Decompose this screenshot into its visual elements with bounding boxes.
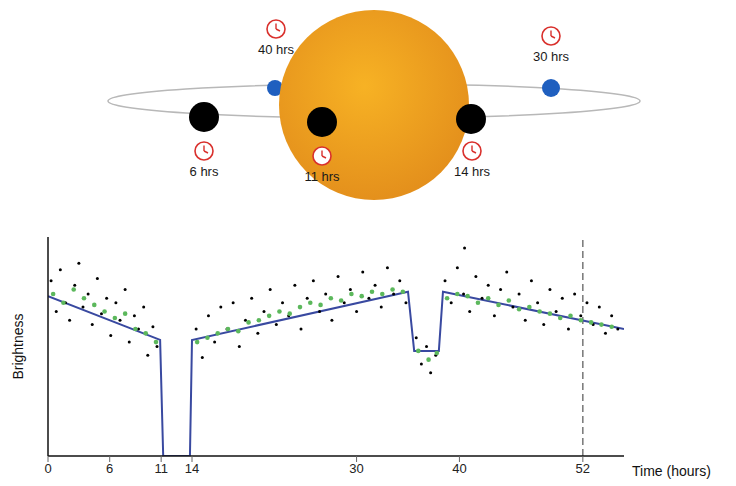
svg-text:0: 0 bbox=[44, 461, 51, 476]
svg-text:11: 11 bbox=[154, 461, 168, 476]
svg-text:Brightness: Brightness bbox=[10, 313, 26, 379]
svg-text:30: 30 bbox=[349, 461, 363, 476]
svg-text:40: 40 bbox=[452, 461, 466, 476]
svg-text:6: 6 bbox=[106, 461, 113, 476]
svg-text:11 hrs: 11 hrs bbox=[304, 169, 340, 184]
svg-text:30 hrs: 30 hrs bbox=[533, 49, 570, 64]
svg-text:14 hrs: 14 hrs bbox=[454, 164, 491, 179]
svg-text:14: 14 bbox=[185, 461, 199, 476]
svg-text:Time (hours): Time (hours) bbox=[632, 463, 711, 479]
svg-text:40 hrs: 40 hrs bbox=[258, 42, 295, 57]
svg-text:6 hrs: 6 hrs bbox=[190, 164, 219, 179]
svg-text:52: 52 bbox=[576, 461, 590, 476]
